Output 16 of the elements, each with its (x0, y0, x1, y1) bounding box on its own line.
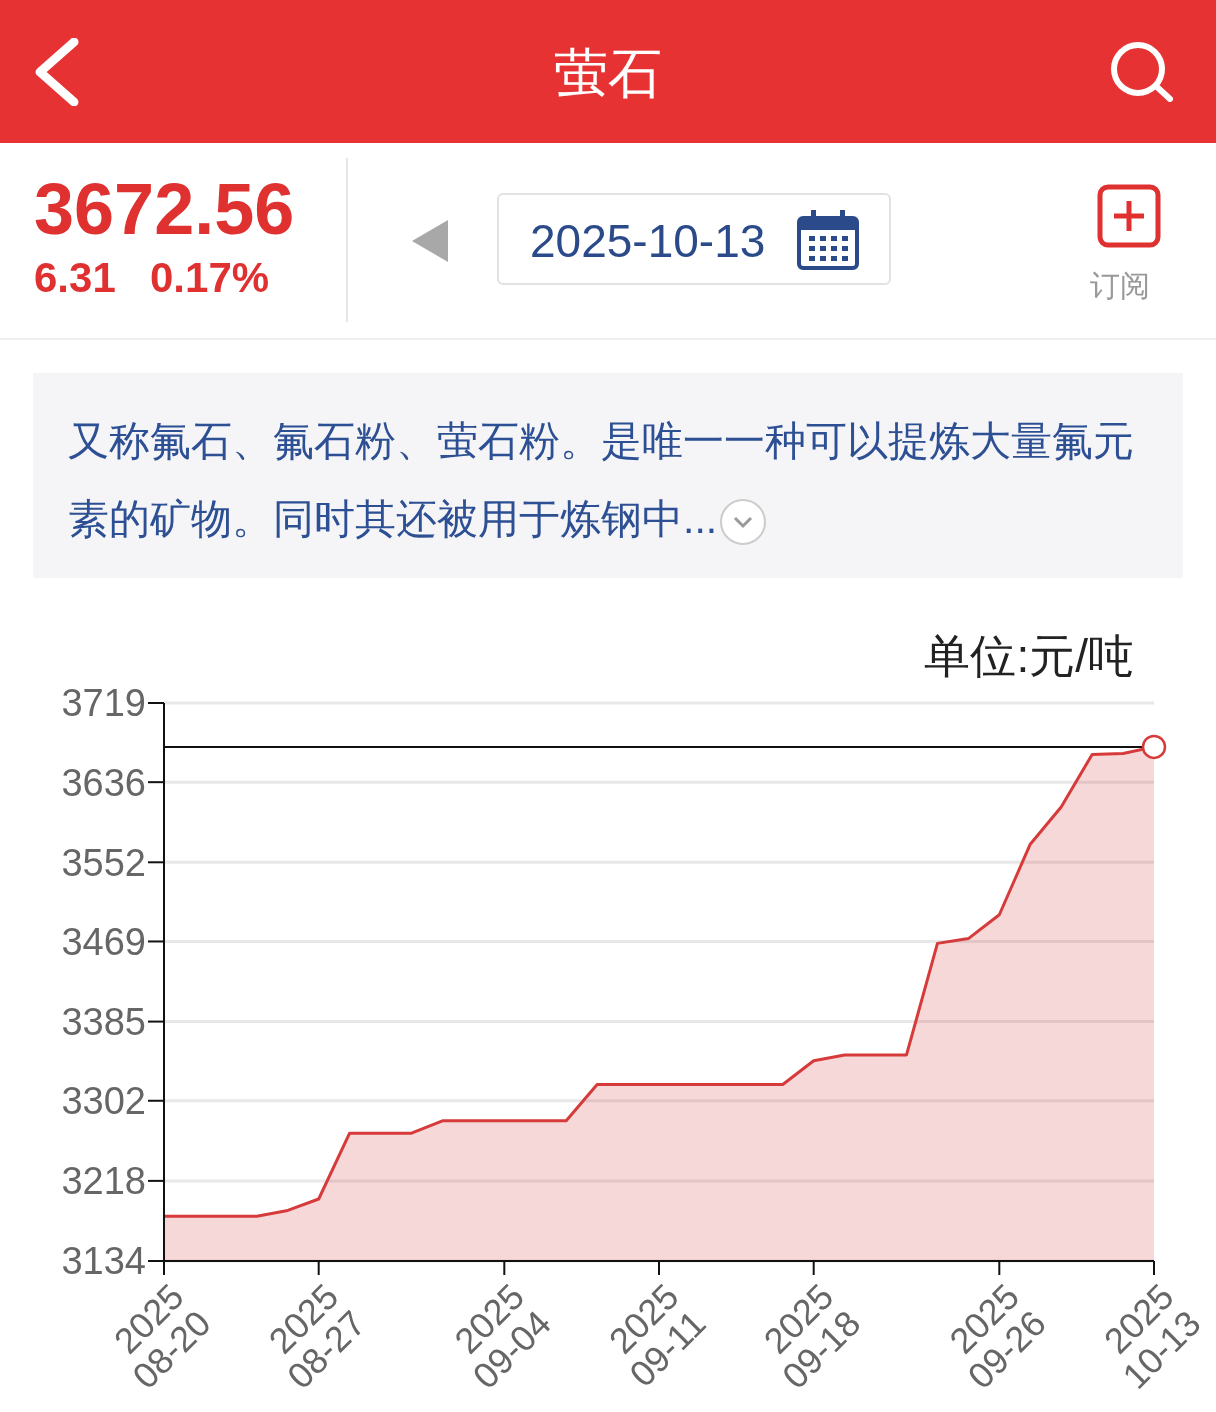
text: 2025-10-13 (530, 214, 766, 268)
y-tick-label: 3134 (61, 1240, 146, 1283)
y-tick-label: 3302 (61, 1080, 146, 1123)
text: 6.31 (34, 254, 116, 302)
y-tick-label: 3469 (61, 920, 146, 963)
chart-title: 萤石 (553, 42, 663, 105)
y-tick-label: 3385 (61, 1001, 146, 1044)
y-tick-label: 3552 (61, 841, 146, 884)
text: 3672.56 (34, 168, 295, 250)
y-axis-title: 单位:元/吨 (924, 629, 1134, 684)
y-tick-label: 3636 (61, 761, 146, 804)
text: 0.17% (150, 254, 270, 302)
text: 又称氟石、氟石粉、萤石粉。是唯一一种可以提炼大量氟元素的矿物。同时其还被用于炼钢中... (68, 417, 1135, 544)
y-tick-label: 3218 (61, 1160, 146, 1203)
y-tick-label: 3719 (61, 682, 146, 725)
text: 订阅 (1090, 268, 1150, 304)
